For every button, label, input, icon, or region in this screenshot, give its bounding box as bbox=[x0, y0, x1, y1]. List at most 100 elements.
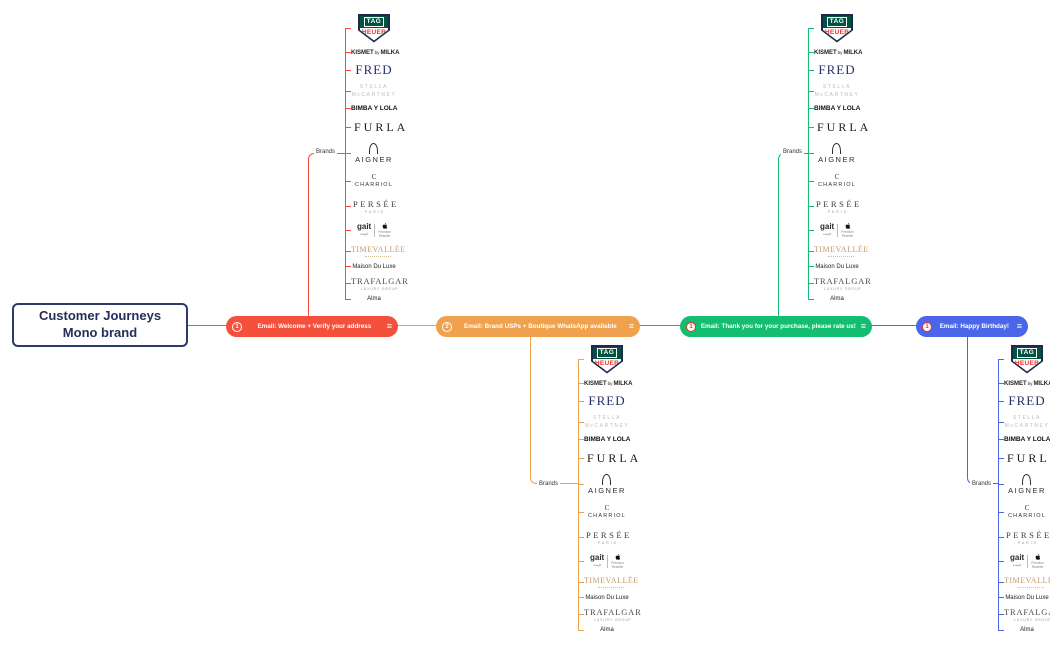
brand-stella-mccartney-logo: STELLA McCARTNEY bbox=[351, 84, 397, 98]
brand-maison-du-luxe-logo: Maison Du Luxe bbox=[352, 263, 396, 270]
brand-row-alma[interactable]: Alma bbox=[578, 624, 630, 636]
brand-row-persee[interactable]: PERSÉE PARIS bbox=[578, 525, 630, 549]
brand-tag-heuer-logo: TAG HEUER bbox=[814, 13, 860, 43]
step-number-icon: 1 bbox=[922, 321, 932, 332]
brand-fred-logo: FRED bbox=[355, 62, 393, 77]
brand-row-maison-du-luxe[interactable]: Maison Du Luxe bbox=[808, 260, 860, 273]
brand-bimba-y-lola-logo: BIMBA Y LOLA bbox=[1004, 436, 1050, 443]
brand-row-alma[interactable]: Alma bbox=[345, 293, 397, 305]
brand-timevallee-logo: TIMEVALLÉE bbox=[351, 245, 406, 257]
email-node-brand-usps-whatsapp[interactable]: 2 Email: Brand USPs + Boutique WhatsApp … bbox=[436, 316, 640, 337]
brand-row-gait-apple[interactable]: gait جيت Premium Reseller bbox=[578, 549, 630, 573]
brand-row-charriol[interactable]: C CHARRIOL bbox=[808, 168, 860, 194]
brand-row-aigner[interactable]: AIGNER bbox=[345, 138, 397, 168]
brand-row-persee[interactable]: PERSÉE PARIS bbox=[808, 194, 860, 218]
brand-row-bimba-y-lola[interactable]: BIMBA Y LOLA bbox=[808, 101, 860, 116]
brand-persee-logo: PERSÉE PARIS bbox=[586, 529, 632, 545]
brand-row-alma[interactable]: Alma bbox=[998, 624, 1050, 636]
brand-stella-mccartney-logo: STELLA McCARTNEY bbox=[584, 415, 630, 429]
brand-row-furla[interactable]: FURLA bbox=[345, 116, 405, 138]
brand-row-timevallee[interactable]: TIMEVALLÉE bbox=[998, 573, 1050, 591]
aigner-horseshoe-icon bbox=[1022, 473, 1032, 485]
brand-row-alma[interactable]: Alma bbox=[808, 293, 860, 305]
brand-bimba-y-lola-logo: BIMBA Y LOLA bbox=[584, 436, 631, 443]
brand-aigner-logo: AIGNER bbox=[1004, 473, 1050, 495]
notes-menu-icon[interactable]: ≡ bbox=[860, 321, 866, 331]
brand-alma-logo: Alma bbox=[1020, 627, 1034, 633]
email-node-welcome-verify[interactable]: 1 Email: Welcome + Verify your address ≡ bbox=[226, 316, 398, 337]
brand-aigner-logo: AIGNER bbox=[584, 473, 630, 495]
brand-row-tag-heuer[interactable]: TAG HEUER bbox=[345, 10, 397, 46]
brand-row-stella-mccartney[interactable]: STELLA McCARTNEY bbox=[998, 412, 1050, 432]
notes-menu-icon[interactable]: ≡ bbox=[628, 321, 634, 331]
brand-row-fred[interactable]: FRED bbox=[998, 390, 1050, 412]
brand-row-stella-mccartney[interactable]: STELLA McCARTNEY bbox=[578, 412, 630, 432]
notes-menu-icon[interactable]: ≡ bbox=[386, 321, 392, 331]
email-node-happy-birthday[interactable]: 1 Email: Happy Birthday! ≡ bbox=[916, 316, 1028, 337]
brand-aigner-logo: AIGNER bbox=[351, 142, 397, 164]
brand-row-furla[interactable]: FURLA bbox=[808, 116, 868, 138]
brand-row-maison-du-luxe[interactable]: Maison Du Luxe bbox=[578, 591, 630, 604]
brand-row-bimba-y-lola[interactable]: BIMBA Y LOLA bbox=[345, 101, 397, 116]
brand-timevallee-logo: TIMEVALLÉE bbox=[814, 245, 869, 257]
brand-row-tag-heuer[interactable]: TAG HEUER bbox=[808, 10, 860, 46]
brand-row-aigner[interactable]: AIGNER bbox=[578, 469, 630, 499]
brand-charriol-logo: C CHARRIOL bbox=[817, 173, 857, 189]
brand-tag-heuer-logo: TAG HEUER bbox=[1004, 344, 1050, 374]
apple-icon bbox=[382, 222, 388, 229]
brand-row-persee[interactable]: PERSÉE PARIS bbox=[998, 525, 1050, 549]
brand-row-gait-apple[interactable]: gait جيت Premium Reseller bbox=[808, 218, 860, 242]
brand-row-maison-du-luxe[interactable]: Maison Du Luxe bbox=[345, 260, 397, 273]
brand-row-gait-apple[interactable]: gait جيت Premium Reseller bbox=[345, 218, 397, 242]
brands-branch-label-3[interactable]: Brands bbox=[781, 149, 805, 155]
brand-row-bimba-y-lola[interactable]: BIMBA Y LOLA bbox=[998, 432, 1050, 447]
brand-row-timevallee[interactable]: TIMEVALLÉE bbox=[578, 573, 638, 591]
brand-row-charriol[interactable]: C CHARRIOL bbox=[578, 499, 630, 525]
brand-row-persee[interactable]: PERSÉE PARIS bbox=[345, 194, 397, 218]
brand-row-timevallee[interactable]: TIMEVALLÉE bbox=[345, 242, 405, 260]
brand-row-furla[interactable]: FURLA bbox=[998, 447, 1050, 469]
brand-row-aigner[interactable]: AIGNER bbox=[808, 138, 860, 168]
brand-persee-logo: PERSÉE PARIS bbox=[816, 198, 862, 214]
brand-row-stella-mccartney[interactable]: STELLA McCARTNEY bbox=[345, 81, 397, 101]
root-node-customer-journeys[interactable]: Customer Journeys Mono brand bbox=[12, 303, 188, 347]
apple-icon bbox=[615, 553, 621, 560]
brands-branch-label-4[interactable]: Brands bbox=[970, 481, 994, 487]
brand-row-fred[interactable]: FRED bbox=[578, 390, 630, 412]
brand-row-fred[interactable]: FRED bbox=[345, 59, 397, 81]
brand-fred-logo: FRED bbox=[588, 393, 626, 408]
email-node-thank-you-rate-us[interactable]: 1 Email: Thank you for your purchase, pl… bbox=[680, 316, 872, 337]
brand-bimba-y-lola-logo: BIMBA Y LOLA bbox=[814, 105, 861, 112]
brand-row-timevallee[interactable]: TIMEVALLÉE bbox=[808, 242, 868, 260]
apple-icon bbox=[1035, 553, 1041, 560]
brand-persee-logo: PERSÉE PARIS bbox=[353, 198, 399, 214]
brand-row-furla[interactable]: FURLA bbox=[578, 447, 638, 469]
email-node-label: Email: Thank you for your purchase, plea… bbox=[700, 323, 856, 330]
brand-timevallee-logo: TIMEVALLÉE bbox=[584, 576, 639, 588]
brands-branch-label-1[interactable]: Brands bbox=[314, 149, 338, 155]
brand-row-maison-du-luxe[interactable]: Maison Du Luxe bbox=[998, 591, 1050, 604]
brand-row-bimba-y-lola[interactable]: BIMBA Y LOLA bbox=[578, 432, 630, 447]
brand-row-gait-apple[interactable]: gait جيت Premium Reseller bbox=[998, 549, 1050, 573]
brand-row-stella-mccartney[interactable]: STELLA McCARTNEY bbox=[808, 81, 860, 101]
brand-row-fred[interactable]: FRED bbox=[808, 59, 860, 81]
brand-row-charriol[interactable]: C CHARRIOL bbox=[345, 168, 397, 194]
brand-row-tag-heuer[interactable]: TAG HEUER bbox=[998, 341, 1050, 377]
brand-row-aigner[interactable]: AIGNER bbox=[998, 469, 1050, 499]
notes-menu-icon[interactable]: ≡ bbox=[1016, 321, 1022, 331]
brand-row-tag-heuer[interactable]: TAG HEUER bbox=[578, 341, 630, 377]
brands-branch-label-2[interactable]: Brands bbox=[537, 481, 561, 487]
brand-row-charriol[interactable]: C CHARRIOL bbox=[998, 499, 1050, 525]
